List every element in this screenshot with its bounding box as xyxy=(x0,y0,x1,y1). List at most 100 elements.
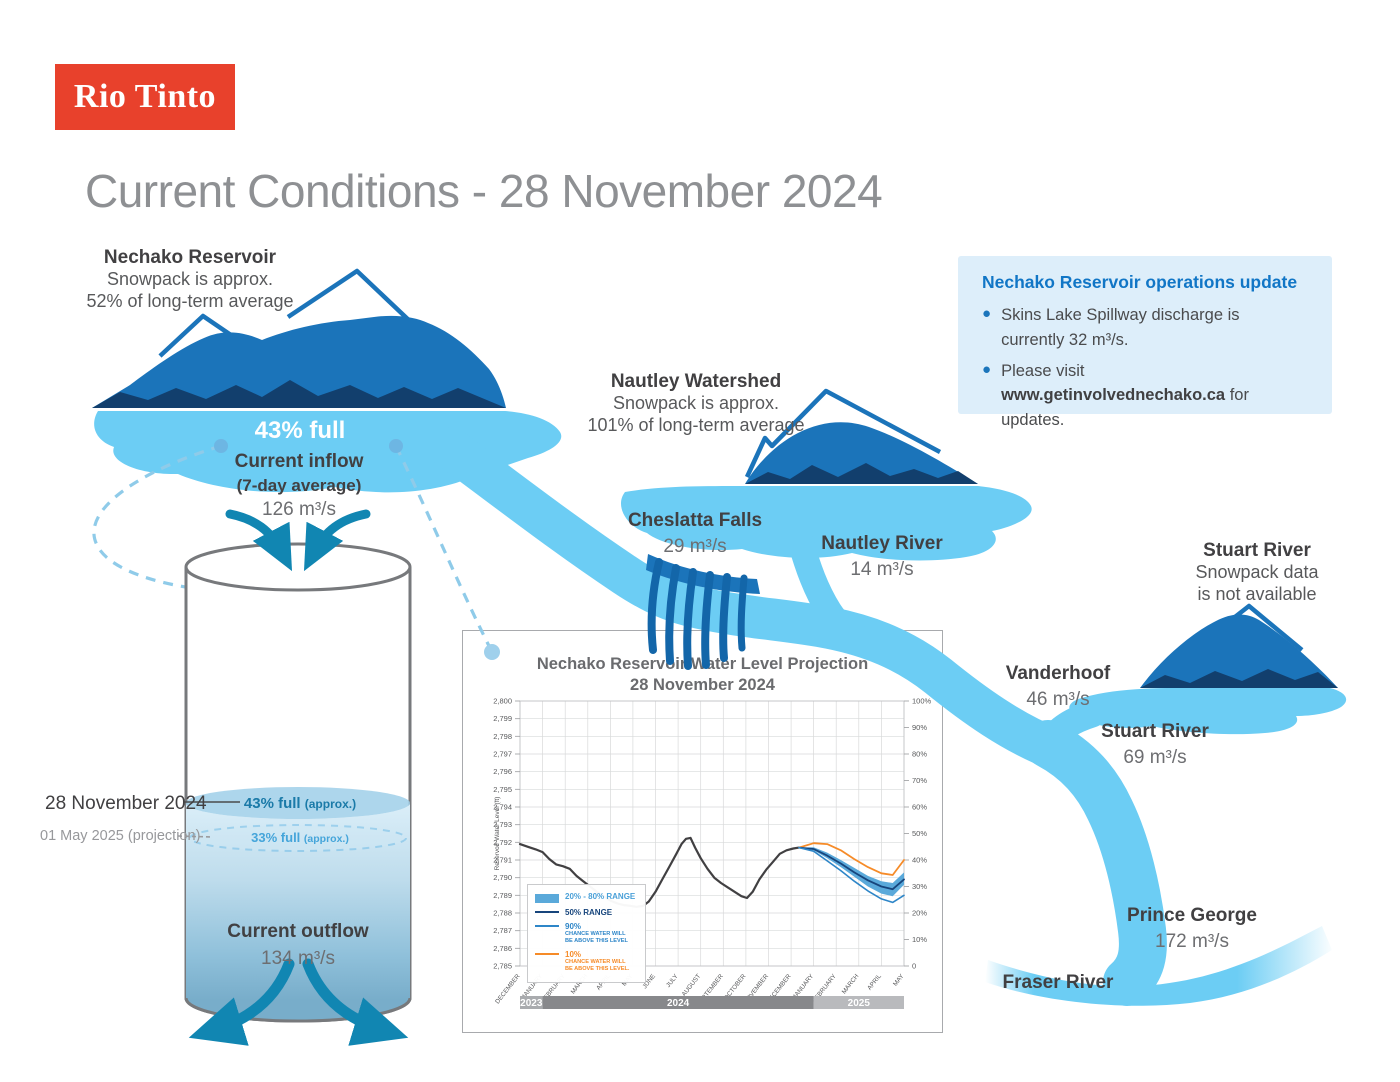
nautley-mountain xyxy=(744,388,978,484)
page-title: Current Conditions - 28 November 2024 xyxy=(85,165,883,217)
operations-update-title: Nechako Reservoir operations update xyxy=(982,272,1298,292)
svg-text:2,785: 2,785 xyxy=(493,962,512,971)
reservoir-fullness: 43% full xyxy=(254,417,346,444)
fraser-label: Fraser River xyxy=(1002,972,1114,993)
nautley-snowpack-line1: Snowpack is approx. xyxy=(612,393,780,413)
legend-item-50: 50% RANGE xyxy=(535,908,639,917)
logo-text: Rio Tinto xyxy=(73,78,217,115)
legend-90-sublabel: CHANCE WATER WILL BE ABOVE THIS LEVEL xyxy=(565,931,628,945)
reservoir-name: Nechako Reservoir xyxy=(103,247,277,268)
svg-text:2,797: 2,797 xyxy=(493,750,512,759)
chart-year-bands: 2023 2024 2025 xyxy=(520,996,904,1009)
legend-item-90: 90% CHANCE WATER WILL BE ABOVE THIS LEVE… xyxy=(535,922,639,945)
svg-text:2023: 2023 xyxy=(520,998,543,1009)
tank-projection-level-value: 33% full xyxy=(251,830,301,845)
svg-text:30%: 30% xyxy=(912,882,927,891)
tank-projection-level: 33% full (approx.) xyxy=(251,830,349,845)
svg-text:40%: 40% xyxy=(912,856,927,865)
tank-projection-date: 01 May 2025 (projection) xyxy=(40,828,201,844)
svg-text:MARCH: MARCH xyxy=(841,973,861,996)
nautley-name: Nautley Watershed xyxy=(610,371,782,392)
chart-title-line2: 28 November 2024 xyxy=(630,676,775,694)
svg-text:DECEMBER: DECEMBER xyxy=(494,973,522,1006)
getinvolvednechako-url: www.getinvolvednechako.ca xyxy=(1001,386,1226,405)
operations-bullet-2: ● Please visit www.getinvolvednechako.ca… xyxy=(982,359,1332,433)
svg-text:2,800: 2,800 xyxy=(493,697,512,706)
inflow-sublabel: (7-day average) xyxy=(236,476,362,495)
vanderhoof-value: 46 m³/s xyxy=(1026,689,1090,710)
svg-text:2,793: 2,793 xyxy=(493,820,512,829)
svg-text:JULY: JULY xyxy=(665,972,680,989)
stuart-mountain xyxy=(1140,603,1338,688)
nechako-river-lower xyxy=(1024,720,1167,1006)
svg-text:2,791: 2,791 xyxy=(493,856,512,865)
svg-text:2,786: 2,786 xyxy=(493,944,512,953)
inflow-value: 126 m³/s xyxy=(262,499,336,520)
svg-text:70%: 70% xyxy=(912,776,927,785)
svg-text:2,787: 2,787 xyxy=(493,926,512,935)
chart-series xyxy=(518,836,801,908)
svg-text:APRIL: APRIL xyxy=(866,973,883,992)
legend-band-label: 20% - 80% RANGE xyxy=(565,892,636,901)
prince-george-label: Prince George xyxy=(1127,905,1257,926)
svg-text:2,794: 2,794 xyxy=(493,803,512,812)
svg-text:2,792: 2,792 xyxy=(493,838,512,847)
operations-bullet-1-text: Skins Lake Spillway discharge is current… xyxy=(1001,306,1240,349)
operations-update-box: Nechako Reservoir operations update ● Sk… xyxy=(958,256,1332,429)
leader-to-chart xyxy=(389,439,500,660)
tank-projection-level-approx: (approx.) xyxy=(303,833,349,845)
stuart-river-value: 69 m³/s xyxy=(1123,747,1187,768)
stuart-snowpack-line1: Snowpack data xyxy=(1195,562,1319,582)
legend-50-label: 50% RANGE xyxy=(565,908,613,917)
bullet-dot: ● xyxy=(982,360,992,378)
svg-text:2,790: 2,790 xyxy=(493,873,512,882)
svg-text:80%: 80% xyxy=(912,750,927,759)
legend-90-swatch xyxy=(535,925,559,928)
chart-title-line1: Nechako Reservoir Water Level Projection xyxy=(536,655,869,673)
legend-band-swatch xyxy=(535,894,559,903)
stuart-river-label: Stuart River xyxy=(1101,721,1209,742)
legend-50-swatch xyxy=(535,911,559,913)
outflow-value: 134 m³/s xyxy=(261,948,335,969)
bullet-dot: ● xyxy=(982,305,992,322)
bullet-2-suffix: for updates. xyxy=(1001,386,1249,429)
svg-text:0: 0 xyxy=(912,962,916,971)
chart-y-axis: 2,785 2,786 2,787 2,788 2,789 2,790 2,791 2,792… xyxy=(493,697,520,971)
svg-text:2024: 2024 xyxy=(667,998,690,1009)
stuart-snowpack-line2: is not available xyxy=(1197,584,1317,604)
svg-text:50%: 50% xyxy=(912,829,927,838)
svg-text:MAY: MAY xyxy=(892,972,906,987)
svg-text:2,799: 2,799 xyxy=(493,714,512,723)
operations-bullet-2-text: Please visit www.getinvolvednechako.ca f… xyxy=(1001,359,1301,433)
legend-10-label: 10% xyxy=(565,949,582,959)
water-level-projection-chart: Nechako Reservoir Water Level Projection… xyxy=(462,630,943,1033)
vanderhoof-label: Vanderhoof xyxy=(1005,663,1111,684)
svg-text:Reservoir Water Level (ft): Reservoir Water Level (ft) xyxy=(494,797,501,871)
tank-current-level-approx: (approx.) xyxy=(304,797,357,811)
leader-to-cylinder xyxy=(92,439,228,596)
operations-bullet-1: ● Skins Lake Spillway discharge is curre… xyxy=(982,303,1332,353)
tank-current-level-value: 43% full xyxy=(243,795,301,812)
svg-text:AUGUST: AUGUST xyxy=(681,973,703,998)
tank-current-date: 28 November 2024 xyxy=(45,793,207,814)
legend-90-label: 90% xyxy=(565,922,582,932)
chart-legend: 20% - 80% RANGE 50% RANGE 90% CHANCE WAT… xyxy=(527,884,646,984)
svg-text:2,795: 2,795 xyxy=(493,785,512,794)
nautley-river-label: Nautley River xyxy=(821,533,943,554)
outflow-label: Current outflow xyxy=(227,921,369,942)
svg-text:60%: 60% xyxy=(912,803,927,812)
chart-right-axis: 0 10% 20% 30% 40% 50% 60% 70% 80% 90% 100% xyxy=(904,697,932,971)
nautley-river-value: 14 m³/s xyxy=(850,559,914,580)
inflow-label: Current inflow xyxy=(234,451,364,472)
svg-text:90%: 90% xyxy=(912,723,927,732)
chart-series xyxy=(798,846,905,891)
rio-tinto-logo: Rio Tinto xyxy=(55,64,235,130)
outflow-arrows xyxy=(188,958,409,1046)
reservoir-snowpack-line2: 52% of long-term average xyxy=(86,291,294,311)
tank-current-level: 43% full (approx.) xyxy=(244,795,356,813)
cheslatta-label: Cheslatta Falls xyxy=(627,510,763,531)
svg-text:2025: 2025 xyxy=(848,998,871,1009)
chart-series xyxy=(798,842,905,876)
svg-text:2,796: 2,796 xyxy=(493,767,512,776)
legend-10-sublabel: CHANCE WATER WILL BE ABOVE THIS LEVEL. xyxy=(565,958,630,972)
